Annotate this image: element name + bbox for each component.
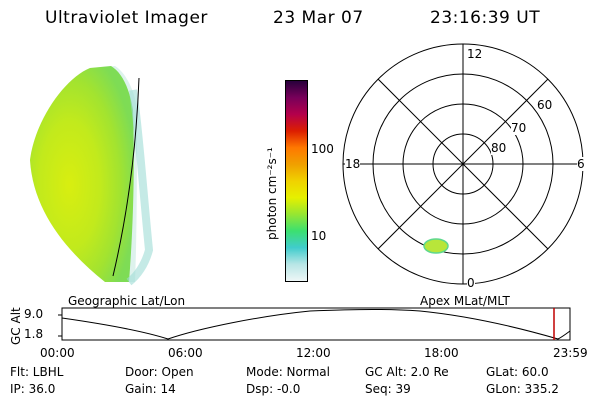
status-door: Door: Open (125, 365, 194, 379)
mlt-label-18: 18 (345, 157, 361, 171)
polar-plot (342, 43, 584, 285)
mlt-label-12: 12 (467, 47, 483, 61)
status-filter: Flt: LBHL (10, 365, 64, 379)
status-ip: IP: 36.0 (10, 382, 56, 396)
status-gc-alt: GC Alt: 2.0 Re (365, 365, 449, 379)
terminator-line (112, 77, 140, 277)
altitude-plot (58, 307, 571, 341)
date-label: 23 Mar 07 (273, 8, 364, 28)
status-mode: Mode: Normal (246, 365, 330, 379)
colorbar-unit-label: photon cm⁻²s⁻¹ (265, 147, 279, 240)
auroral-spot (423, 238, 449, 254)
instrument-title: Ultraviolet Imager (45, 8, 208, 28)
time-tick-1200: 12:00 (296, 346, 331, 360)
lat-label-70: 70 (511, 121, 527, 135)
apex-label: Apex MLat/MLT (420, 294, 510, 308)
mlt-label-6: 6 (577, 157, 585, 171)
mlt-label-0: 0 (467, 276, 475, 290)
uv-earth-image (30, 66, 154, 286)
time-tick-0600: 06:00 (168, 346, 203, 360)
altitude-curve (61, 309, 571, 340)
time-tick-0000: 00:00 (40, 346, 75, 360)
lat-label-80: 80 (491, 141, 507, 155)
colorbar-tick-10: 10 (311, 229, 327, 243)
time-tick-2359: 23:59 (553, 346, 588, 360)
colorbar (285, 80, 308, 282)
status-dsp: Dsp: -0.0 (246, 382, 301, 396)
lat-label-60: 60 (537, 98, 553, 112)
alt-tick-high: 9.0 (24, 307, 44, 321)
status-gain: Gain: 14 (125, 382, 176, 396)
alt-tick-low: 1.8 (24, 327, 44, 341)
time-label: 23:16:39 UT (430, 8, 541, 28)
status-glat: GLat: 60.0 (486, 365, 549, 379)
time-tick-1800: 18:00 (424, 346, 459, 360)
status-seq: Seq: 39 (365, 382, 411, 396)
geographic-label: Geographic Lat/Lon (68, 294, 186, 308)
status-glon: GLon: 335.2 (486, 382, 559, 396)
colorbar-tick-100: 100 (311, 142, 334, 156)
